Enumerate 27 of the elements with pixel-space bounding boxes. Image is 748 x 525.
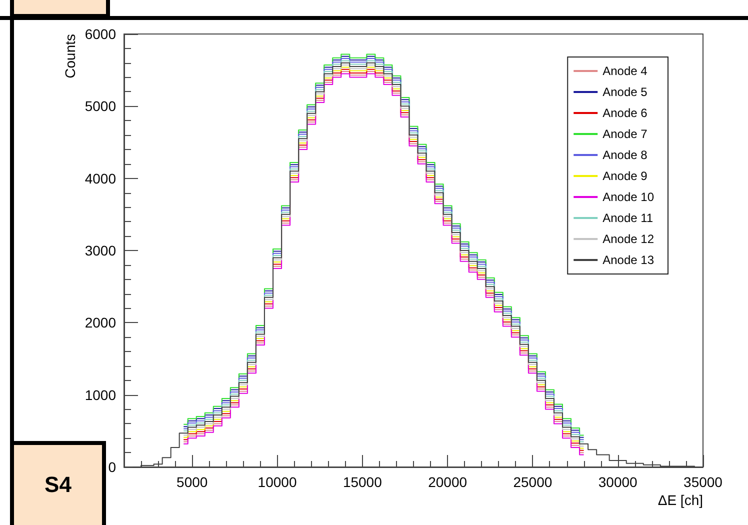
legend-label: Anode 5 (602, 85, 648, 99)
legend-label: Anode 11 (602, 211, 654, 225)
x-axis-title: ΔE [ch] (658, 492, 703, 508)
y-tick-label: 1000 (84, 386, 116, 403)
x-tick-label: 30000 (598, 474, 638, 490)
x-tick-label: 5000 (176, 474, 208, 490)
legend-label: Anode 8 (602, 148, 648, 162)
y-tick-label: 5000 (84, 98, 116, 114)
y-tick-label: 6000 (84, 26, 116, 42)
x-tick-label: 25000 (513, 474, 552, 490)
legend-label: Anode 9 (602, 169, 648, 183)
y-axis-title: Counts (62, 34, 78, 78)
x-tick-label: 20000 (428, 474, 468, 490)
legend-label: Anode 12 (602, 232, 654, 246)
y-tick-label: 3000 (84, 242, 116, 258)
y-tick-label: 2000 (84, 314, 116, 331)
y-tick-label: 4000 (84, 170, 116, 186)
legend-label: Anode 13 (602, 253, 654, 267)
legend-label: Anode 4 (602, 64, 648, 78)
legend-label: Anode 10 (602, 190, 654, 204)
legend-label: Anode 7 (602, 127, 648, 141)
x-tick-label: 10000 (258, 474, 297, 490)
x-tick-label: 15000 (342, 474, 382, 490)
y-tick-label: 0 (108, 459, 116, 475)
x-tick-label: 35000 (684, 474, 723, 490)
text: S4 (10, 441, 106, 525)
legend-label: Anode 6 (602, 106, 648, 120)
